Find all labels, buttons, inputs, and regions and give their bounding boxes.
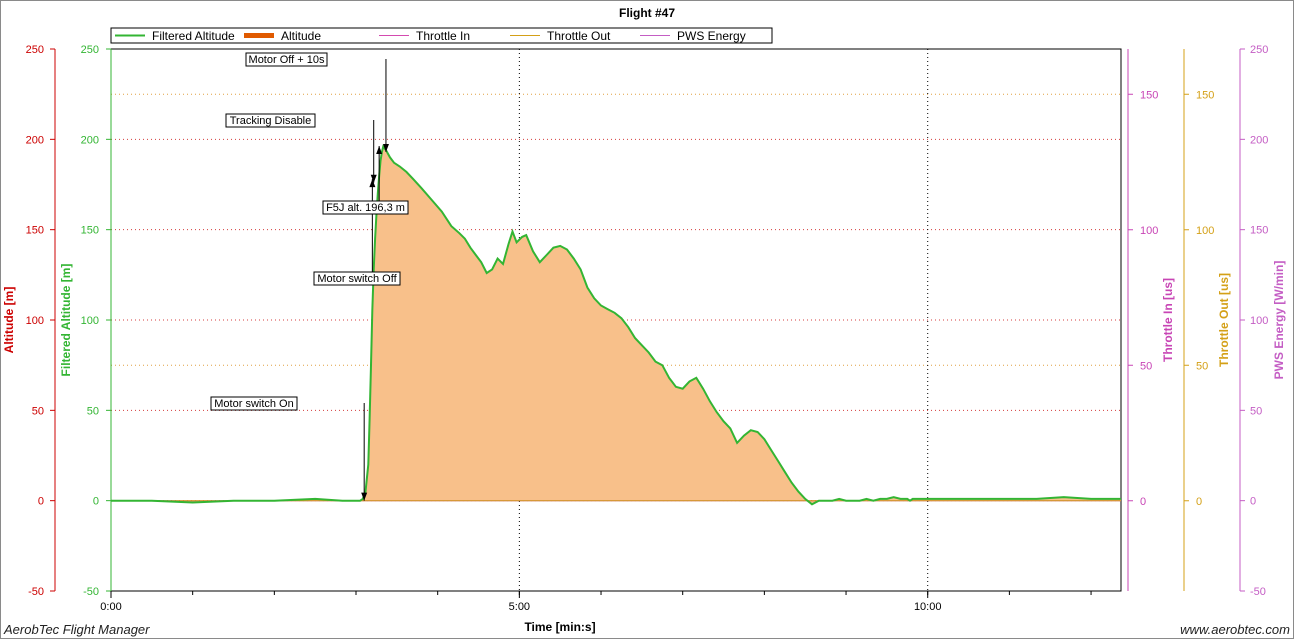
annotation-arrowhead [370, 174, 377, 183]
legend-box [110, 27, 773, 44]
y-axis-title-3: Throttle In [us] [1161, 278, 1175, 362]
annotation-arrowhead [369, 179, 376, 188]
y-tick-label: 150 [1250, 225, 1268, 237]
y-axis-title-4: Throttle Out [us] [1217, 273, 1231, 367]
footer-app-name: AerobTec Flight Manager [3, 622, 150, 637]
y-tick-label: 0 [1140, 496, 1146, 508]
altitude-area [111, 146, 1121, 505]
annotation-arrowhead [361, 492, 368, 501]
annotations: Motor switch On Motor switch Off Tracking … [210, 52, 409, 501]
legend-entry: Filtered Altitude [115, 29, 235, 43]
y-tick-label: 0 [1196, 496, 1202, 508]
y-tick-label: 50 [32, 405, 44, 417]
y-tick-label: 100 [26, 315, 44, 327]
y-tick-label: 0 [38, 496, 44, 508]
y-tick-label: 0 [93, 496, 99, 508]
area-layer [111, 144, 1121, 506]
annotation: F5J alt. 196,3 m [322, 146, 409, 215]
legend-label: Filtered Altitude [152, 29, 235, 43]
annotation-label: F5J alt. 196,3 m [326, 202, 405, 214]
y-axis-title-2: Filtered Altitude [m] [59, 264, 73, 377]
series-filtered-altitude [111, 144, 1121, 506]
y-axis-title-1: Altitude [m] [2, 287, 16, 354]
y-tick-label: 50 [1250, 405, 1262, 417]
annotation-label: Motor Off + 10s [249, 54, 325, 66]
y-tick-label: 200 [81, 134, 99, 146]
y-tick-label: 200 [26, 134, 44, 146]
annotation-arrowhead [376, 146, 383, 155]
y-tick-label: 50 [1196, 360, 1208, 372]
annotation-label: Tracking Disable [230, 115, 312, 127]
legend-entry: PWS Energy [640, 29, 746, 43]
annotation: Motor Off + 10s [245, 52, 389, 152]
y-tick-label: 100 [1250, 315, 1268, 327]
y-tick-label: 100 [1196, 225, 1214, 237]
legend-label: Throttle Out [547, 29, 611, 43]
annotation-box [210, 396, 298, 411]
legend-entry: Throttle In [379, 29, 470, 43]
annotation: Motor switch On [210, 396, 368, 501]
annotation-box [245, 52, 328, 67]
annotation-box [313, 271, 401, 286]
legend-label: Altitude [281, 29, 321, 43]
legend-label: PWS Energy [677, 29, 746, 43]
y-tick-label: 200 [1250, 134, 1268, 146]
annotation-arrowhead [382, 143, 389, 152]
y-tick-label: -50 [1250, 586, 1266, 598]
y-tick-label: 250 [81, 44, 99, 56]
y-tick-label: 50 [87, 405, 99, 417]
y-tick-label: 150 [81, 225, 99, 237]
legend-entry: Altitude [244, 29, 321, 43]
y-axis-title-5: PWS Energy [W/min] [1272, 261, 1286, 380]
legend-label: Throttle In [416, 29, 470, 43]
legend-swatch [244, 33, 274, 38]
legend: Filtered Altitude Altitude Throttle In Thro… [110, 27, 773, 44]
y-tick-label: -50 [83, 586, 99, 598]
x-axis-label: Time [min:s] [524, 620, 595, 634]
annotation-label: Motor switch On [214, 398, 293, 410]
y-tick-label: 150 [26, 225, 44, 237]
y-tick-label: 150 [1140, 89, 1158, 101]
y-tick-label: 100 [81, 315, 99, 327]
annotation-label: Motor switch Off [317, 273, 397, 285]
y-tick-label: -50 [28, 586, 44, 598]
annotation-box [225, 113, 316, 128]
y-tick-label: 100 [1140, 225, 1158, 237]
y-tick-label: 250 [1250, 44, 1268, 56]
y-tick-label: 150 [1196, 89, 1214, 101]
annotation: Tracking Disable [225, 113, 377, 183]
legend-entry: Throttle Out [510, 29, 611, 43]
footer-url: www.aerobtec.com [1180, 622, 1290, 637]
y-tick-label: 50 [1140, 360, 1152, 372]
x-tick-label: 0:00 [100, 601, 121, 613]
annotation: Motor switch Off [313, 179, 401, 286]
chart-title: Flight #47 [619, 6, 675, 20]
y-tick-label: 0 [1250, 496, 1256, 508]
x-tick-label: 5:00 [509, 601, 530, 613]
y-tick-label: 250 [26, 44, 44, 56]
annotation-box [322, 200, 409, 215]
x-tick-label: 10:00 [914, 601, 942, 613]
axes-layer: -50 0 50 100 150 200 250 Altitude [m] -50 0 50 100 1… [2, 44, 1286, 613]
